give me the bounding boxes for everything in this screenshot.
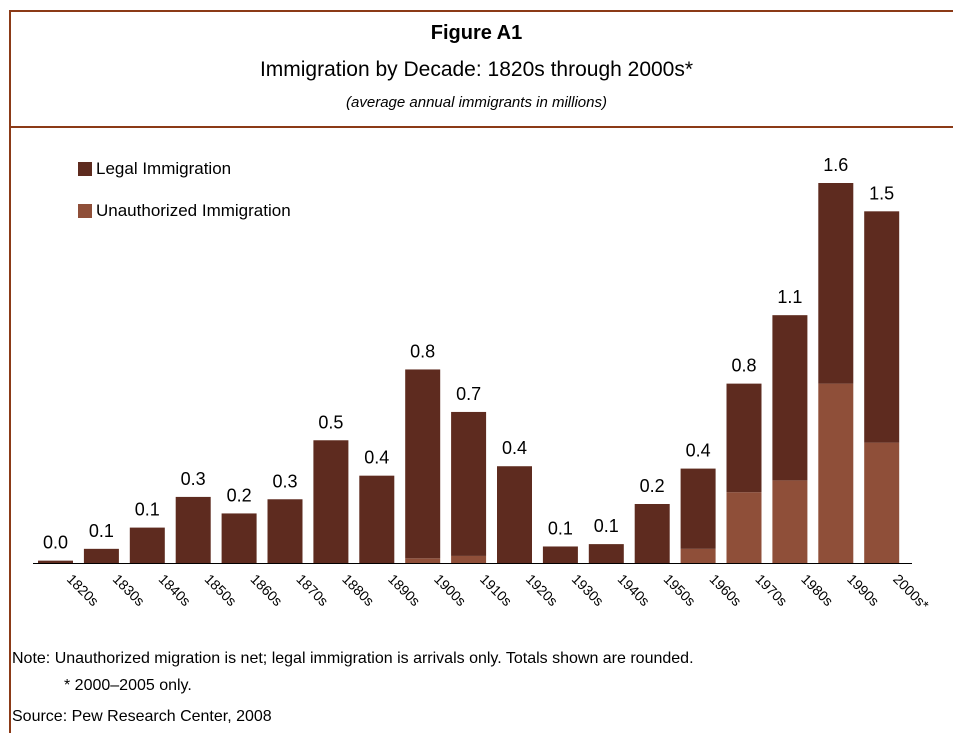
bar-total-label: 0.2 xyxy=(227,485,252,505)
bar-legal xyxy=(267,499,303,563)
figure-frame xyxy=(9,10,953,733)
bar-unauthorized xyxy=(451,555,487,563)
bar-legal xyxy=(221,513,257,563)
legend: Legal Immigration Unauthorized Immigrati… xyxy=(78,158,291,242)
x-tick-label: 1920s xyxy=(523,571,561,609)
x-tick-label: 1930s xyxy=(569,571,607,609)
x-tick-label: 1860s xyxy=(247,571,285,609)
bar-legal xyxy=(497,466,532,563)
legend-swatch-legal xyxy=(78,162,92,176)
x-tick-label: 1890s xyxy=(385,571,423,609)
bar-total-label: 0.3 xyxy=(272,471,297,491)
bar-legal xyxy=(680,468,716,549)
bar-total-label: 0.0 xyxy=(43,533,68,553)
legend-label-legal: Legal Immigration xyxy=(96,159,232,178)
bar-legal xyxy=(726,383,762,493)
bar-legal xyxy=(313,440,349,563)
legend-swatch-unauthorized xyxy=(78,204,92,218)
source-text: Source: Pew Research Center, 2008 xyxy=(12,708,272,725)
bar-total-label: 0.4 xyxy=(502,438,527,458)
bar-total-label: 0.7 xyxy=(456,384,481,404)
chart-title: Immigration by Decade: 1820s through 200… xyxy=(259,58,694,81)
bar-total-label: 0.5 xyxy=(318,412,343,432)
bar-total-label: 0.8 xyxy=(410,341,435,361)
bar-legal xyxy=(359,475,395,563)
bar-legal xyxy=(818,183,854,384)
bar-legal xyxy=(588,544,624,563)
bar-total-label: 1.5 xyxy=(869,183,894,203)
x-tick-label: 1970s xyxy=(752,571,790,609)
bar-unauthorized xyxy=(772,480,808,563)
legend-item-legal: Legal Immigration xyxy=(78,158,291,180)
x-tick-label: 1950s xyxy=(661,571,699,609)
bar-unauthorized xyxy=(680,548,716,563)
x-tick-label: 2000s* xyxy=(890,571,933,614)
bar-total-label: 0.1 xyxy=(135,500,160,520)
x-tick-label: 1870s xyxy=(293,571,331,609)
bar-total-label: 0.4 xyxy=(686,441,711,461)
x-tick-label: 1850s xyxy=(202,571,240,609)
legend-item-unauthorized: Unauthorized Immigration xyxy=(78,200,291,222)
bar-total-label: 1.6 xyxy=(823,155,848,175)
bar-legal xyxy=(175,496,211,563)
x-tick-label: 1880s xyxy=(339,571,377,609)
bar-legal xyxy=(864,211,900,443)
figure-label: Figure A1 xyxy=(430,22,523,44)
x-tick-label: 1980s xyxy=(798,571,836,609)
bar-legal xyxy=(38,560,73,563)
bar-legal xyxy=(451,411,487,556)
chart-subtitle: (average annual immigrants in millions) xyxy=(346,94,607,111)
x-tick-label: 1820s xyxy=(64,571,102,609)
x-tick-label: 1910s xyxy=(477,571,515,609)
x-tick-label: 1900s xyxy=(431,571,469,609)
bar-legal xyxy=(542,546,578,563)
bar-legal xyxy=(634,503,670,563)
x-tick-label: 1840s xyxy=(156,571,194,609)
bar-total-label: 0.8 xyxy=(731,356,756,376)
bar-total-label: 0.4 xyxy=(364,448,389,468)
bar-total-label: 0.1 xyxy=(548,518,573,538)
legend-label-unauthorized: Unauthorized Immigration xyxy=(96,201,291,220)
x-tick-label: 1990s xyxy=(844,571,882,609)
note-text: Note: Unauthorized migration is net; leg… xyxy=(12,650,694,667)
x-tick-label: 1960s xyxy=(706,571,744,609)
bar-total-label: 0.1 xyxy=(89,521,114,541)
bar-legal xyxy=(405,369,441,559)
x-tick-label: 1830s xyxy=(110,571,148,609)
bar-unauthorized xyxy=(818,383,854,563)
bar-chart: 0.0 1820s 0.1 1830s 0.1 1840s 0.3 1850s 0.2 1860s… xyxy=(33,155,933,614)
bar-total-label: 0.3 xyxy=(181,469,206,489)
bar-total-label: 1.1 xyxy=(777,287,802,307)
bar-unauthorized xyxy=(726,492,762,563)
bar-unauthorized xyxy=(864,442,900,563)
header-divider xyxy=(9,126,953,128)
bar-legal xyxy=(772,315,808,481)
bar-legal xyxy=(129,527,165,563)
bar-legal xyxy=(83,548,119,563)
bar-total-label: 0.1 xyxy=(594,516,619,536)
x-tick-label: 1940s xyxy=(615,571,653,609)
footnote-text: * 2000–2005 only. xyxy=(64,677,192,694)
bar-unauthorized xyxy=(405,558,441,563)
bar-total-label: 0.2 xyxy=(640,476,665,496)
